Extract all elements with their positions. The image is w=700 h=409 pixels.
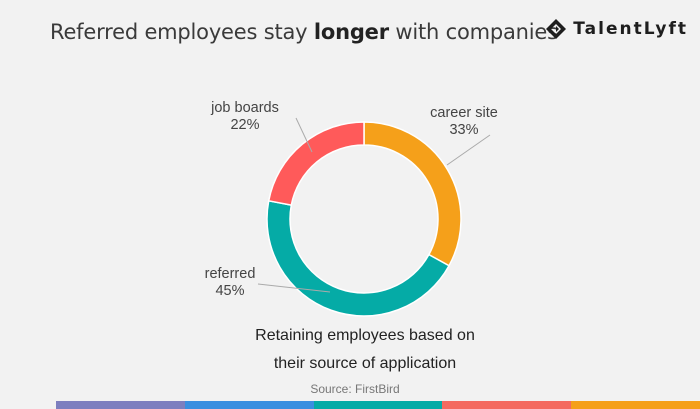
leader-line-referred xyxy=(257,283,331,293)
leader-line-career-site xyxy=(446,134,491,166)
title-text: Referred employees stay xyxy=(50,20,314,44)
slice-name-label: referred xyxy=(205,266,256,282)
talentlyft-logo-icon xyxy=(546,19,567,39)
leader-line-job-boards xyxy=(295,117,313,153)
slice-name-label: career site xyxy=(430,105,498,121)
page-title: Referred employees stay longer with comp… xyxy=(50,20,558,44)
donut-slice-career-site xyxy=(363,121,462,267)
color-bar-segment xyxy=(184,401,314,409)
slice-name-label: job boards xyxy=(210,100,279,116)
color-bar-segment xyxy=(571,401,700,409)
color-bar-segment xyxy=(442,401,572,409)
slice-value-label: 33% xyxy=(449,122,478,138)
color-bar-segment xyxy=(56,401,185,409)
donut-slice-referred xyxy=(266,199,451,317)
slice-value-label: 22% xyxy=(230,117,259,133)
talentlyft-logo: TalentLyft xyxy=(545,18,688,40)
slice-value-label: 45% xyxy=(215,283,244,299)
donut-slice-job-boards xyxy=(267,121,365,207)
bottom-color-bar xyxy=(56,401,700,409)
subtitle-line-2: their source of application xyxy=(273,355,457,372)
color-bar-segment xyxy=(313,401,443,409)
title-text-end: with companies xyxy=(388,20,558,44)
chart-source: Source: FirstBird xyxy=(310,382,400,396)
title-bold-text: longer xyxy=(313,20,389,44)
subtitle-line-1: Retaining employees based on xyxy=(255,327,475,344)
chart-subtitle: Retaining employees based on their sourc… xyxy=(0,322,700,378)
logo-text: TalentLyft xyxy=(573,19,688,39)
